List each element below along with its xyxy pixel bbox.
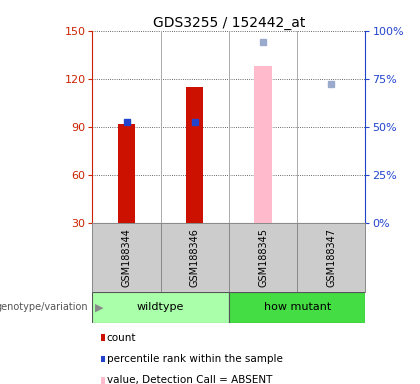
Text: GSM188345: GSM188345 <box>258 228 268 287</box>
Text: ▶: ▶ <box>94 302 103 312</box>
Text: GSM188344: GSM188344 <box>121 228 131 287</box>
Text: GSM188347: GSM188347 <box>326 228 336 287</box>
Bar <box>229 292 365 323</box>
Bar <box>92 292 229 323</box>
Title: GDS3255 / 152442_at: GDS3255 / 152442_at <box>153 16 305 30</box>
Bar <box>186 87 203 223</box>
Bar <box>255 66 272 223</box>
Text: percentile rank within the sample: percentile rank within the sample <box>107 354 283 364</box>
Text: value, Detection Call = ABSENT: value, Detection Call = ABSENT <box>107 375 272 384</box>
Text: how mutant: how mutant <box>263 302 331 312</box>
Text: wildtype: wildtype <box>137 302 184 312</box>
Text: genotype/variation: genotype/variation <box>0 302 88 312</box>
Text: GSM188346: GSM188346 <box>190 228 200 287</box>
Text: count: count <box>107 333 136 343</box>
Bar <box>118 124 135 223</box>
